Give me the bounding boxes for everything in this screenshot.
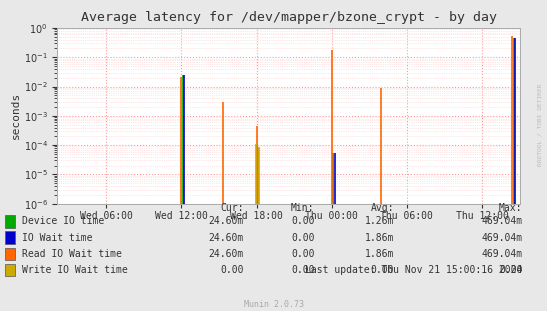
Text: Cur:: Cur: xyxy=(220,203,243,213)
Text: Write IO Wait time: Write IO Wait time xyxy=(22,265,127,275)
Text: IO Wait time: IO Wait time xyxy=(22,233,92,243)
Text: 0.00: 0.00 xyxy=(220,265,243,275)
Text: 1.86m: 1.86m xyxy=(364,233,394,243)
Text: Device IO time: Device IO time xyxy=(22,216,104,226)
Y-axis label: seconds: seconds xyxy=(11,92,21,139)
Text: 469.04m: 469.04m xyxy=(481,216,522,226)
Text: 1.86m: 1.86m xyxy=(364,249,394,259)
Text: 24.60m: 24.60m xyxy=(208,233,243,243)
Text: RRDTOOL / TOBI OETIKER: RRDTOOL / TOBI OETIKER xyxy=(538,83,543,166)
Text: 0.00: 0.00 xyxy=(291,233,315,243)
Text: 0.00: 0.00 xyxy=(291,249,315,259)
Text: Munin 2.0.73: Munin 2.0.73 xyxy=(243,300,304,309)
Text: 0.00: 0.00 xyxy=(499,265,522,275)
Text: 24.60m: 24.60m xyxy=(208,249,243,259)
Text: Last update: Thu Nov 21 15:00:16 2024: Last update: Thu Nov 21 15:00:16 2024 xyxy=(305,265,522,275)
Text: 0.00: 0.00 xyxy=(370,265,394,275)
Text: 0.00: 0.00 xyxy=(291,265,315,275)
Text: 24.60m: 24.60m xyxy=(208,216,243,226)
Title: Average latency for /dev/mapper/bzone_crypt - by day: Average latency for /dev/mapper/bzone_cr… xyxy=(80,11,497,24)
Text: Max:: Max: xyxy=(499,203,522,213)
Text: 1.26m: 1.26m xyxy=(364,216,394,226)
Text: Min:: Min: xyxy=(291,203,315,213)
Text: Avg:: Avg: xyxy=(370,203,394,213)
Text: 469.04m: 469.04m xyxy=(481,249,522,259)
Text: 0.00: 0.00 xyxy=(291,216,315,226)
Text: 469.04m: 469.04m xyxy=(481,233,522,243)
Text: Read IO Wait time: Read IO Wait time xyxy=(22,249,122,259)
